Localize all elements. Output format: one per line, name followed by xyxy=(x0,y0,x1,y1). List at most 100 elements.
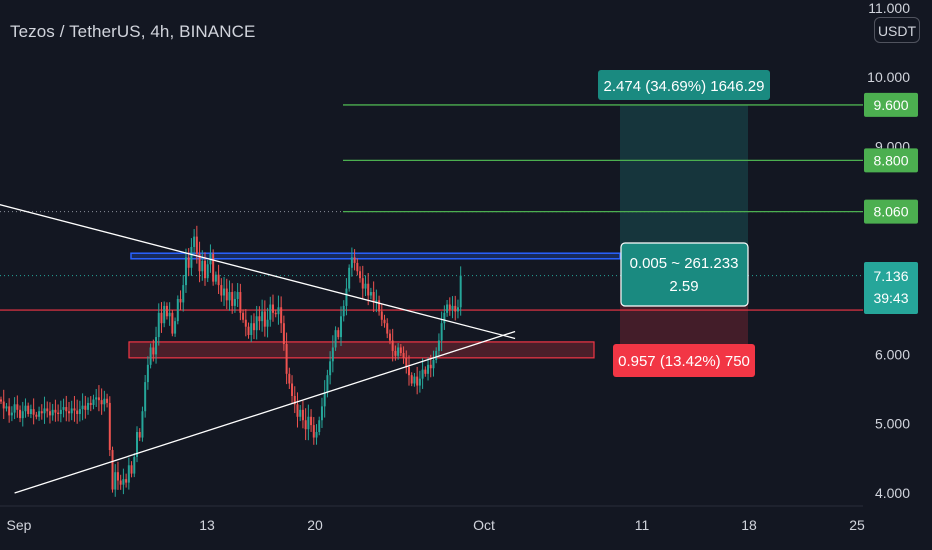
candle-body xyxy=(57,412,60,414)
candle-body xyxy=(2,401,5,409)
candle-body xyxy=(293,395,296,405)
candle-body xyxy=(114,472,117,490)
candle-body xyxy=(397,347,400,356)
time-axis-label: 25 xyxy=(849,517,865,533)
target-1-badge: 9.600 xyxy=(864,92,918,117)
candle-body xyxy=(163,305,166,324)
candle-body xyxy=(413,376,416,384)
center-label-line-1: 0.005 ~ 261.233 xyxy=(630,255,739,272)
candle-body xyxy=(334,330,337,348)
candle-body xyxy=(19,409,22,419)
candle-body xyxy=(266,319,269,327)
candle-body xyxy=(291,383,294,396)
candle-body xyxy=(97,397,100,401)
candle-body xyxy=(320,406,323,421)
target-3-badge-text: 8.060 xyxy=(873,204,908,220)
candle-body xyxy=(375,300,378,303)
candle-body xyxy=(122,479,125,485)
candle-body xyxy=(356,262,359,272)
price-axis-label: 6.000 xyxy=(875,346,910,362)
candle-body xyxy=(70,408,73,414)
candle-body xyxy=(443,312,446,324)
candle-body xyxy=(125,479,128,483)
candle-countdown: 39:43 xyxy=(873,290,908,306)
candle-body xyxy=(424,369,427,374)
time-axis-label: 20 xyxy=(307,517,323,533)
candle-body xyxy=(263,311,266,327)
candle-body xyxy=(51,409,54,416)
current-price-value: 7.136 xyxy=(873,268,908,284)
candle-body xyxy=(155,337,158,355)
candle-body xyxy=(242,312,245,320)
time-axis-label: Oct xyxy=(473,517,495,533)
candle-body xyxy=(269,304,272,320)
candle-body xyxy=(255,316,258,331)
target-3-badge-bg xyxy=(864,199,918,224)
stop-label-bg xyxy=(613,344,755,377)
candle-body xyxy=(454,305,457,312)
candle-body xyxy=(73,408,76,411)
candle-body xyxy=(40,411,43,414)
center-label: 0.005 ~ 261.233 2.59 xyxy=(620,242,749,307)
candle-body xyxy=(32,409,35,415)
current-price-badge: 7.136 39:43 xyxy=(864,262,918,314)
candle-body xyxy=(35,414,38,417)
candle-body xyxy=(78,409,81,414)
candle-body xyxy=(337,330,340,338)
candle-body xyxy=(391,340,394,351)
candle-body xyxy=(429,364,432,369)
candle-body xyxy=(416,376,419,386)
candle-body xyxy=(282,323,285,345)
candle-body xyxy=(27,405,30,414)
candle-body xyxy=(364,283,367,289)
candle-body xyxy=(193,236,196,247)
candle-body xyxy=(310,416,313,426)
currency-unit-button[interactable]: USDT xyxy=(874,17,920,43)
candle-body xyxy=(149,347,152,365)
candle-body xyxy=(146,364,149,383)
candle-body xyxy=(331,347,334,362)
lower-trendline xyxy=(14,330,516,494)
candle-body xyxy=(448,304,451,310)
profit-label-text: 2.474 (34.69%) 1646.29 xyxy=(604,78,765,95)
candle-body xyxy=(81,405,84,410)
candle-body xyxy=(179,298,182,303)
candle-body xyxy=(427,364,430,374)
candle-body xyxy=(408,366,410,376)
time-axis-label: 18 xyxy=(741,517,757,533)
candle-body xyxy=(111,450,114,490)
candle-body xyxy=(100,400,103,405)
center-label-bg xyxy=(620,242,749,307)
candle-body xyxy=(119,480,122,485)
current-price-badge-bg xyxy=(864,262,918,314)
candle-body xyxy=(418,378,421,386)
candle-body xyxy=(171,312,174,334)
candle-body xyxy=(250,323,253,335)
candle-body xyxy=(136,432,138,457)
time-axis xyxy=(0,506,863,550)
candle-body xyxy=(16,404,19,410)
candle-body xyxy=(130,465,133,474)
candle-body xyxy=(312,425,315,438)
candle-body xyxy=(288,373,291,384)
candle-body xyxy=(144,382,147,412)
candle-body xyxy=(204,260,206,279)
candle-body xyxy=(386,323,389,334)
time-axis-label: 11 xyxy=(635,517,650,533)
candle-body xyxy=(432,359,435,369)
stop-label: 0.957 (13.42%) 750 xyxy=(613,344,755,377)
candle-body xyxy=(228,292,231,301)
center-label-line-2: 2.59 xyxy=(669,278,698,295)
candle-body xyxy=(89,402,92,405)
candle-body xyxy=(10,412,13,416)
target-2-badge-bg xyxy=(864,148,918,173)
candle-body xyxy=(38,411,41,417)
candle-body xyxy=(451,305,454,310)
candle-body xyxy=(157,312,160,338)
candle-body xyxy=(239,292,242,313)
candle-body xyxy=(187,257,190,268)
price-axis-label: 4.000 xyxy=(875,485,910,501)
candle-body xyxy=(345,288,348,306)
